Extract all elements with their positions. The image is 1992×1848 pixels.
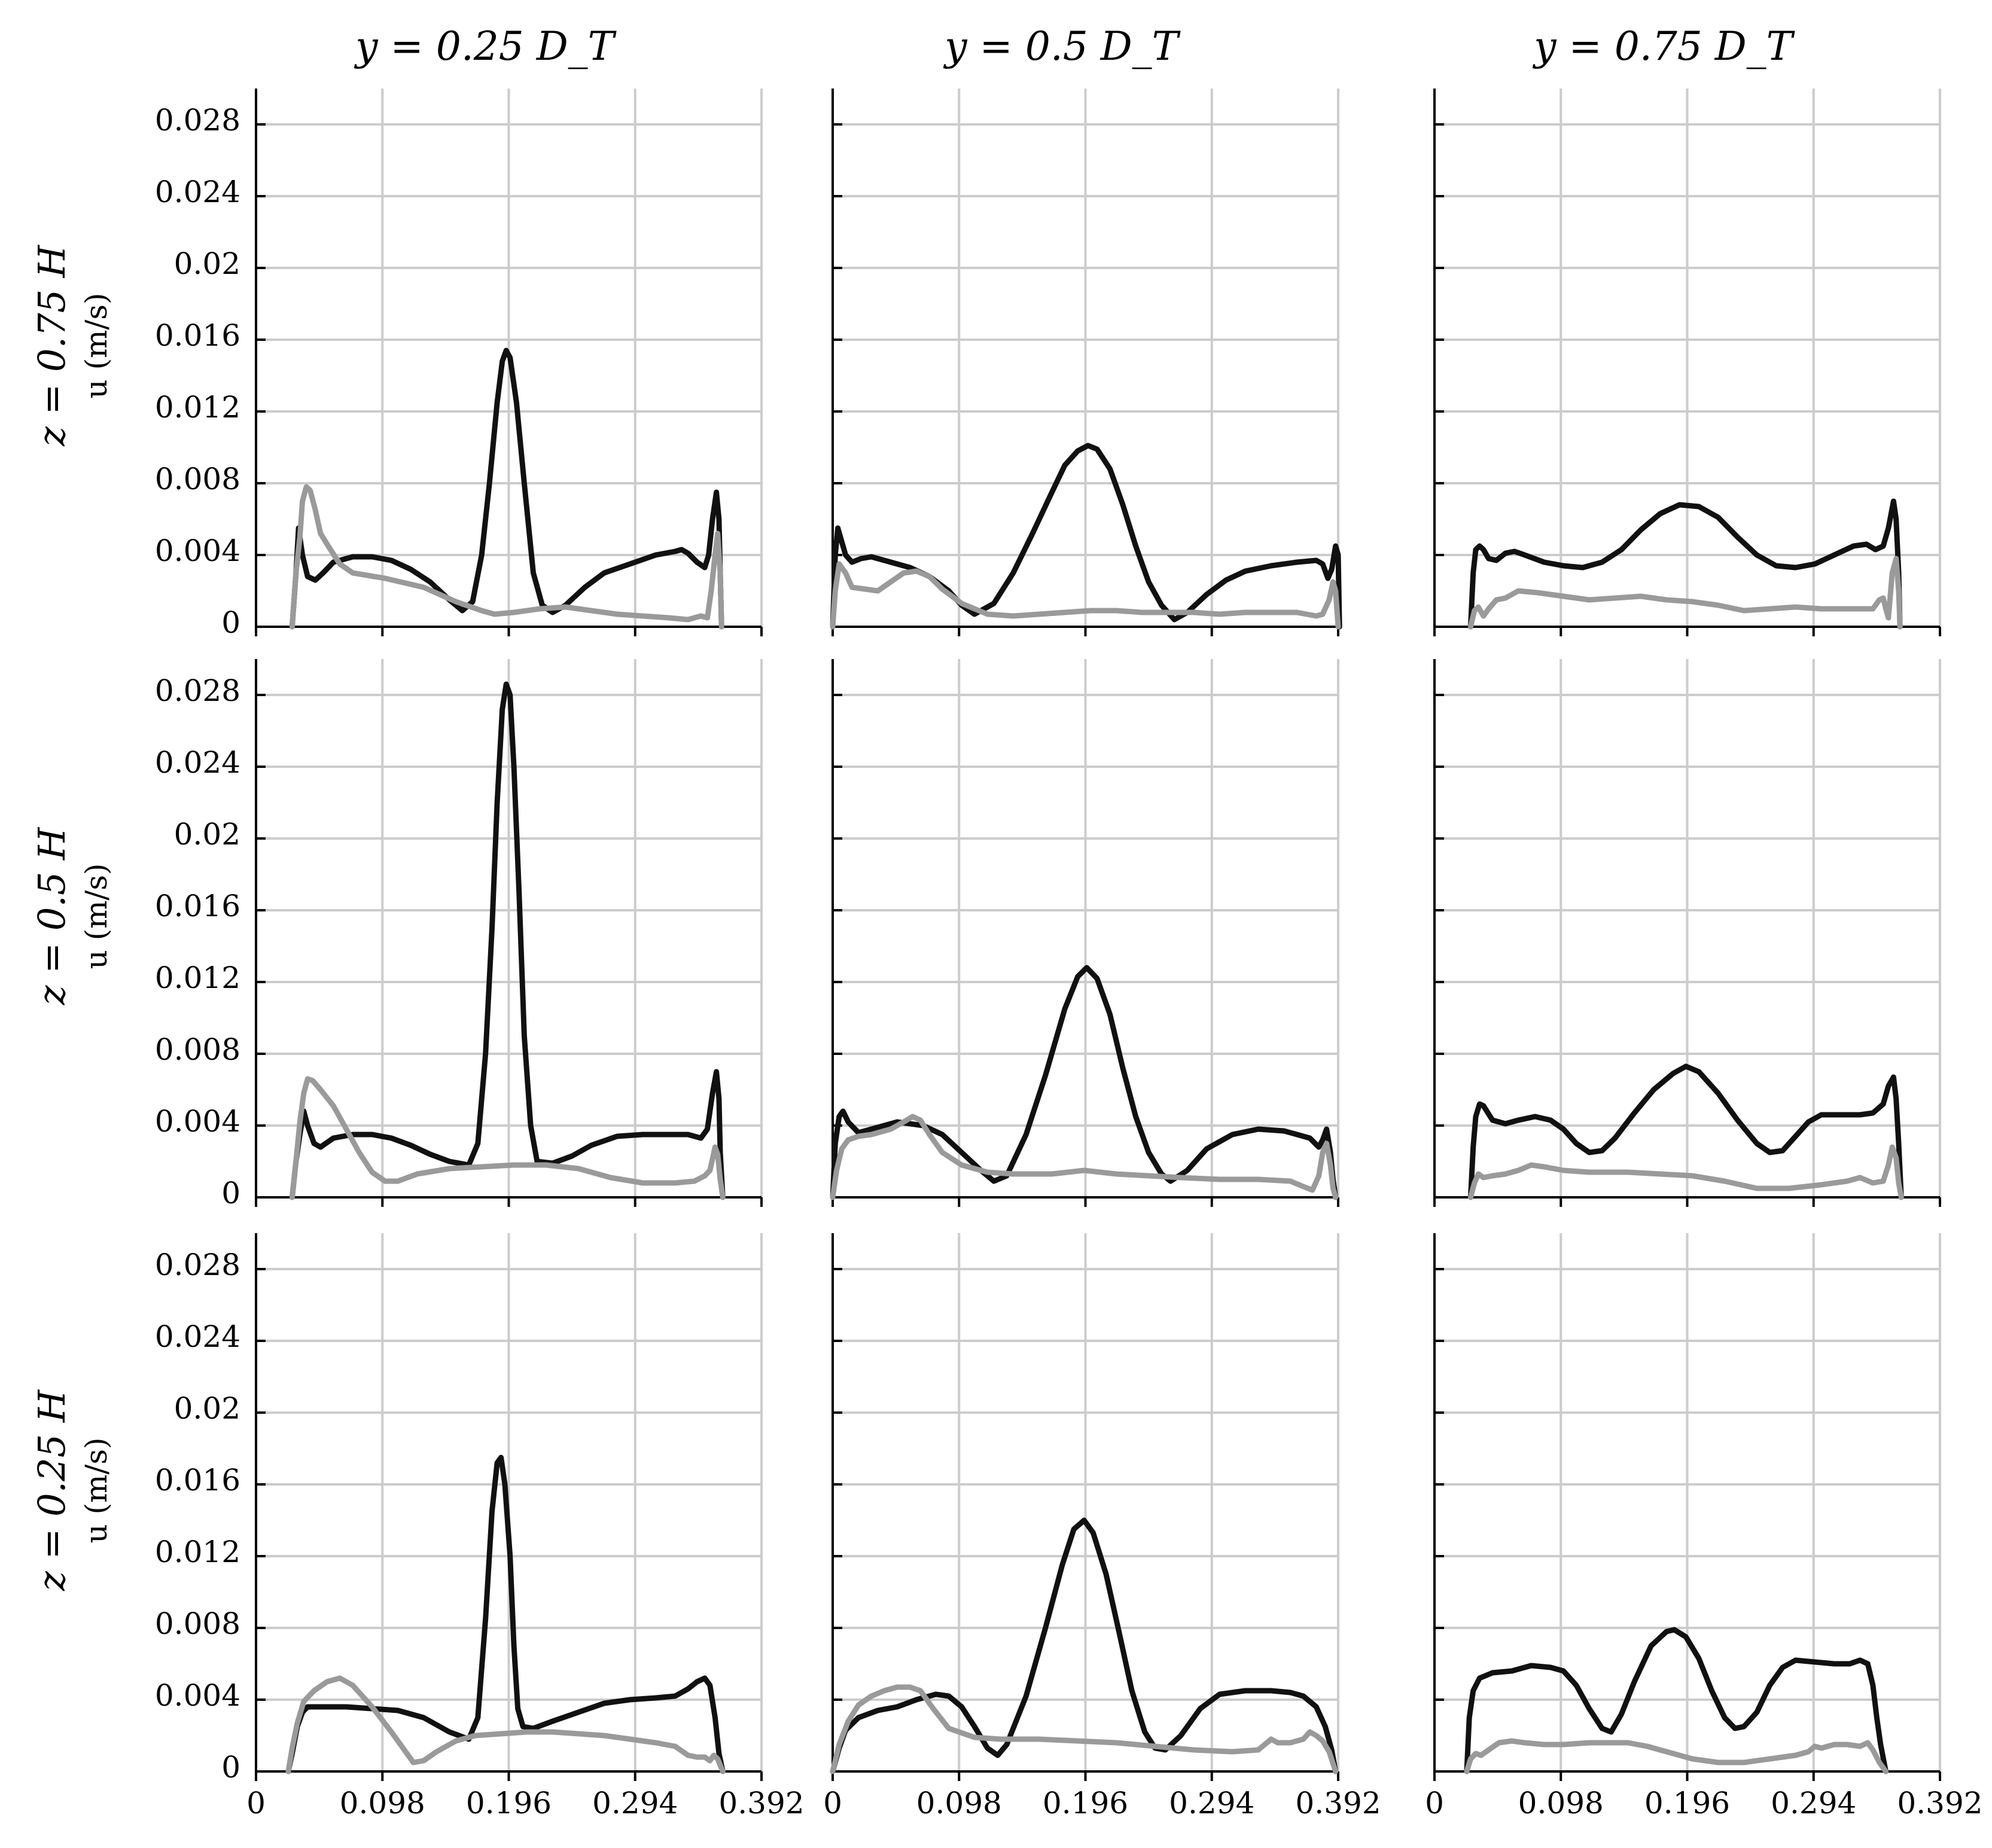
- y-tick-label: 0.02: [174, 246, 240, 281]
- x-tick-label: 0.392: [1295, 1786, 1381, 1820]
- series-line-black: [830, 1517, 1339, 1774]
- col-title-2: y = 0.75 D_T: [1532, 23, 1795, 69]
- y-tick-label: 0.028: [155, 1248, 240, 1282]
- series-line-black: [830, 443, 1342, 630]
- x-tick-label: 0.294: [1169, 1786, 1254, 1820]
- panel-r2-c0: 0 0.004 0.008 0.012 0.016 0.02 0.024 0.028 0 0.09…: [155, 1233, 805, 1820]
- y-tick-label: 0.028: [155, 673, 240, 708]
- x-tick-label: 0.294: [592, 1786, 678, 1820]
- series-line-gray: [1464, 1738, 1889, 1774]
- panel-r2-c1: 0 0.098 0.196 0.294 0.392: [823, 1233, 1381, 1820]
- series-line-black: [830, 965, 1339, 1200]
- col-title-0: y = 0.25 D_T: [354, 23, 617, 69]
- series-line-gray: [1467, 1144, 1904, 1200]
- series-line-black: [1467, 498, 1903, 630]
- x-tick-label: 0.196: [466, 1786, 552, 1820]
- x-tick-label: 0.294: [1771, 1786, 1856, 1820]
- x-tick-label: 0: [246, 1786, 266, 1820]
- y-tick-label: 0.024: [155, 1319, 240, 1354]
- x-tick-label: 0.392: [718, 1786, 804, 1820]
- panel-r0-c2: [1433, 89, 1941, 636]
- panel-r1-c0: 0 0.004 0.008 0.012 0.016 0.02 0.024 0.028: [155, 659, 763, 1210]
- x-tick-label: 0.196: [1043, 1786, 1128, 1820]
- y-tick-label: 0.024: [155, 745, 240, 780]
- series-line-black: [1467, 1063, 1904, 1200]
- y-tick-label: 0.016: [155, 1463, 240, 1498]
- y-tick-label: 0: [221, 1750, 240, 1785]
- series-line-black: [1464, 1627, 1889, 1774]
- series-line-gray: [830, 1684, 1339, 1774]
- row-title-1: z = 0.5 H: [30, 827, 74, 1005]
- series-line-black: [289, 681, 726, 1200]
- series-line-gray: [289, 484, 724, 630]
- x-tick-label: 0.098: [340, 1786, 425, 1820]
- y-tick-label: 0: [221, 605, 240, 640]
- row-title-0: z = 0.75 H: [30, 244, 74, 447]
- y-tick-label: 0.004: [155, 1678, 240, 1713]
- y-tick-label: 0.024: [155, 175, 240, 209]
- y-tick-label: 0.016: [155, 318, 240, 353]
- y-tick-label: 0.016: [155, 889, 240, 923]
- series-line-gray: [289, 1076, 726, 1200]
- y-tick-label: 0.004: [155, 1104, 240, 1139]
- series-line-gray: [830, 1114, 1339, 1200]
- x-tick-label: 0.098: [1518, 1786, 1604, 1820]
- y-tick-label: 0.004: [155, 533, 240, 568]
- series-line-black: [289, 347, 724, 630]
- y-axis-label-2: u (m/s): [79, 1437, 114, 1543]
- col-title-1: y = 0.5 D_T: [943, 23, 1181, 69]
- row-titles: z = 0.75 H z = 0.5 H z = 0.25 H: [30, 244, 74, 1591]
- y-axis-label-1: u (m/s): [79, 863, 114, 969]
- y-tick-label: 0.008: [155, 1032, 240, 1067]
- x-tick-label: 0.196: [1644, 1786, 1730, 1820]
- panel-r1-c2: [1433, 659, 1941, 1207]
- panels: 0 0.004 0.008 0.012 0.016 0.02 0.024 0.028 0 0.00…: [155, 89, 1983, 1820]
- x-tick-label: 0.098: [916, 1786, 1002, 1820]
- series-line-gray: [285, 1675, 726, 1774]
- y-tick-label: 0.02: [174, 817, 240, 852]
- panel-r1-c1: [830, 659, 1339, 1207]
- column-titles: y = 0.25 D_T y = 0.5 D_T y = 0.75 D_T: [354, 23, 1795, 69]
- series-line-gray: [830, 561, 1341, 630]
- y-tick-label: 0: [221, 1176, 240, 1210]
- y-tick-label: 0.028: [155, 103, 240, 138]
- y-axis-labels: u (m/s) u (m/s) u (m/s): [79, 292, 114, 1543]
- y-tick-label: 0.008: [155, 462, 240, 496]
- panel-r2-c2: 0 0.098 0.196 0.294 0.392: [1425, 1233, 1983, 1820]
- y-tick-label: 0.008: [155, 1606, 240, 1641]
- row-title-2: z = 0.25 H: [30, 1389, 74, 1591]
- x-tick-label: 0: [823, 1786, 842, 1820]
- series-line-black: [285, 1454, 726, 1774]
- y-tick-label: 0.012: [155, 960, 240, 995]
- panel-r0-c0: 0 0.004 0.008 0.012 0.016 0.02 0.024 0.028: [155, 89, 763, 640]
- panel-r0-c1: [830, 89, 1342, 636]
- x-tick-label: 0: [1425, 1786, 1444, 1820]
- y-axis-label-0: u (m/s): [79, 292, 114, 398]
- y-tick-label: 0.012: [155, 390, 240, 425]
- series-line-gray: [1467, 556, 1903, 630]
- y-tick-label: 0.012: [155, 1535, 240, 1569]
- x-tick-label: 0.392: [1897, 1786, 1982, 1820]
- y-tick-label: 0.02: [174, 1391, 240, 1426]
